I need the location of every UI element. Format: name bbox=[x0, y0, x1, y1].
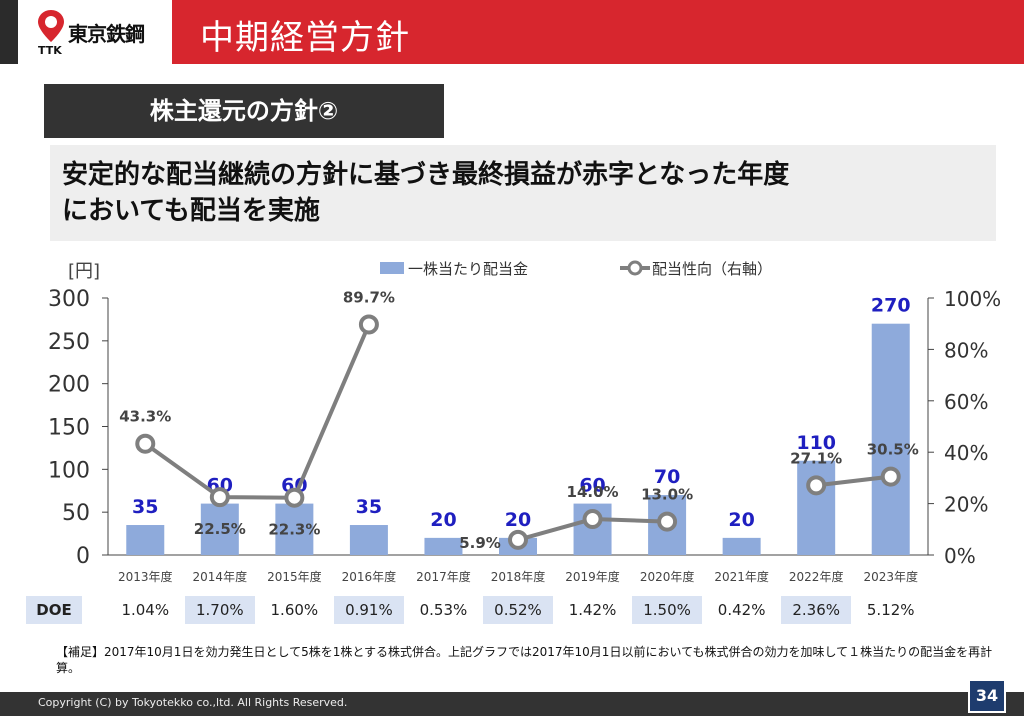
y-left-tick-label: 250 bbox=[48, 330, 90, 355]
section-heading-box: 株主還元の方針② bbox=[44, 84, 444, 138]
bar-value-label: 20 bbox=[430, 509, 456, 531]
section-title: 株主還元の方針② bbox=[149, 97, 339, 125]
x-tick-label: 2022年度 bbox=[789, 569, 844, 584]
summary-line-1: 安定的な配当継続の方針に基づき最終損益が赤字となった年度 bbox=[62, 160, 790, 190]
payout-ratio-point bbox=[806, 475, 827, 496]
doe-value: 0.91% bbox=[333, 596, 405, 624]
summary-box: 安定的な配当継続の方針に基づき最終損益が赤字となった年度 においても配当を実施 bbox=[50, 145, 996, 241]
bar bbox=[349, 525, 388, 555]
page-number: 34 bbox=[968, 679, 1006, 713]
x-tick-label: 2016年度 bbox=[342, 569, 397, 584]
payout-ratio-point bbox=[209, 487, 230, 508]
x-tick-label: 2015年度 bbox=[267, 569, 322, 584]
doe-value: 1.50% bbox=[631, 596, 703, 624]
payout-ratio-label: 30.5% bbox=[867, 441, 919, 459]
legend-bar-swatch bbox=[380, 262, 404, 274]
bar bbox=[126, 525, 165, 555]
x-tick-label: 2023年度 bbox=[863, 569, 918, 584]
bar-value-label: 60 bbox=[579, 475, 605, 497]
payout-ratio-label: 14.0% bbox=[567, 483, 619, 501]
bar-value-label: 110 bbox=[796, 432, 836, 454]
doe-value: 1.70% bbox=[184, 596, 256, 624]
y-right-tick-label: 20% bbox=[944, 493, 988, 517]
doe-value: 1.04% bbox=[121, 601, 170, 619]
doe-value: 1.60% bbox=[270, 601, 319, 619]
company-logo: 東京鉄鋼 TTK bbox=[20, 0, 170, 64]
logo-text: 東京鉄鋼 bbox=[68, 22, 145, 46]
bar bbox=[424, 537, 463, 555]
doe-value: 5.12% bbox=[866, 601, 915, 619]
payout-ratio-point bbox=[284, 487, 305, 508]
bar bbox=[871, 323, 910, 555]
y-left-tick-label: 150 bbox=[48, 416, 90, 441]
doe-row: DOE 1.04% 1.70% 1.60% 0.91% 0.53% 0.52% 1.42% 1.… bbox=[26, 596, 924, 624]
page-title: 中期経営方針 bbox=[200, 18, 410, 58]
payout-ratio-label: 27.1% bbox=[790, 449, 842, 467]
legend-line-marker bbox=[627, 260, 643, 276]
y-right-tick-label: 80% bbox=[944, 338, 988, 362]
y-right-tick-label: 40% bbox=[944, 441, 988, 465]
x-tick-label: 2014年度 bbox=[193, 569, 248, 584]
logo-pin-icon bbox=[38, 10, 64, 42]
payout-ratio-label: 5.9% bbox=[459, 534, 501, 552]
payout-ratio-label: 43.3% bbox=[119, 408, 171, 426]
x-tick-label: 2021年度 bbox=[714, 569, 769, 584]
payout-ratio-point bbox=[880, 466, 901, 487]
payout-ratio-point bbox=[135, 433, 156, 454]
header: 東京鉄鋼 TTK 中期経営方針 bbox=[0, 0, 1024, 64]
bar-value-label: 35 bbox=[132, 496, 158, 518]
payout-ratio-line bbox=[144, 323, 371, 500]
bar-value-label: 35 bbox=[356, 496, 382, 518]
bar-value-label: 20 bbox=[505, 509, 531, 531]
copyright-text: Copyright (C) by Tokyotekko co.,ltd. All… bbox=[38, 696, 348, 709]
payout-ratio-label: 13.0% bbox=[641, 486, 693, 504]
y-left-tick-label: 300 bbox=[48, 287, 90, 312]
payout-ratio-point bbox=[582, 509, 603, 530]
bar-value-label: 20 bbox=[728, 509, 754, 531]
bar-value-label: 70 bbox=[654, 466, 680, 488]
x-tick-label: 2020年度 bbox=[640, 569, 695, 584]
payout-ratio-label: 22.3% bbox=[268, 521, 320, 539]
y-left-tick-label: 100 bbox=[48, 458, 90, 483]
legend-bar-label: 一株当たり配当金 bbox=[408, 260, 528, 278]
doe-value: 0.53% bbox=[419, 601, 468, 619]
payout-ratio-point bbox=[657, 511, 678, 532]
header-title-bar bbox=[172, 0, 1024, 64]
x-tick-label: 2018年度 bbox=[491, 569, 546, 584]
summary-text: 安定的な配当継続の方針に基づき最終損益が赤字となった年度 においても配当を実施 bbox=[62, 157, 962, 229]
doe-value: 0.42% bbox=[717, 601, 766, 619]
bar-value-label: 270 bbox=[871, 295, 911, 317]
bar bbox=[797, 460, 836, 555]
y-left-tick-label: 0 bbox=[76, 544, 90, 569]
doe-value: 1.42% bbox=[568, 601, 617, 619]
x-tick-label: 2013年度 bbox=[118, 569, 173, 584]
payout-ratio-point bbox=[508, 529, 528, 550]
bar bbox=[722, 537, 761, 555]
dividend-chart: 0 50 100 150 200 250 300 [円] 0% 20% 40% 60% 80% 100% 3… bbox=[48, 260, 1001, 584]
header-accent-bar bbox=[0, 0, 18, 64]
x-tick-label: 2017年度 bbox=[416, 569, 471, 584]
logo-subtext: TTK bbox=[38, 44, 62, 57]
legend-line-label: 配当性向（右軸） bbox=[652, 260, 772, 278]
footer-bar: Copyright (C) by Tokyotekko co.,ltd. All… bbox=[0, 692, 1024, 716]
summary-line-2: においても配当を実施 bbox=[62, 196, 320, 226]
x-tick-label: 2019年度 bbox=[565, 569, 620, 584]
bar bbox=[275, 503, 314, 555]
y-right-tick-label: 60% bbox=[944, 390, 988, 414]
doe-value: 0.52% bbox=[482, 596, 554, 624]
payout-ratio-point bbox=[358, 314, 379, 335]
payout-ratio-label: 22.5% bbox=[194, 520, 246, 538]
payout-ratio-line bbox=[815, 474, 891, 488]
y-left-tick-label: 50 bbox=[62, 501, 90, 526]
y-left-unit: [円] bbox=[68, 261, 100, 282]
doe-value: 2.36% bbox=[780, 596, 852, 624]
payout-ratio-label: 89.7% bbox=[343, 288, 395, 306]
y-right-tick-label: 0% bbox=[944, 544, 976, 568]
bar bbox=[200, 503, 239, 555]
doe-label: DOE bbox=[26, 596, 82, 624]
footnote: 【補足】2017年10月1日を効力発生日として5株を1株とする株式併合。上記グラ… bbox=[56, 645, 993, 675]
y-right-tick-label: 100% bbox=[944, 287, 1001, 311]
y-left-tick-label: 200 bbox=[48, 373, 90, 398]
